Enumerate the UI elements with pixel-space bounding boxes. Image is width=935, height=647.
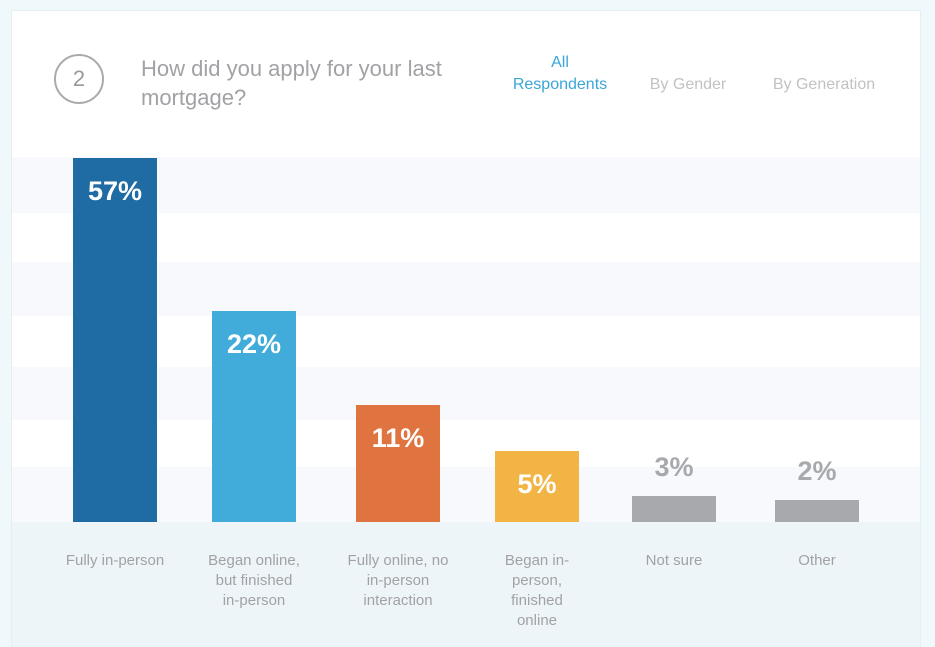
bar (212, 311, 296, 522)
category-label: Fully online, no in-person interaction (347, 552, 449, 609)
question-number-badge: 2 (54, 54, 104, 104)
data-label: 3% (654, 452, 694, 482)
tab-by-gender[interactable]: By Gender (649, 76, 727, 93)
bar (632, 496, 716, 522)
grid-band (12, 367, 920, 420)
tab-all-respondents[interactable]: All Respondents (512, 54, 608, 93)
category-label: Not sure (645, 552, 703, 569)
grid-band (12, 467, 920, 522)
grid-band (12, 262, 920, 316)
data-label: 2% (797, 456, 837, 486)
question-title: How did you apply for your last mortgage… (141, 56, 442, 110)
data-label: 11% (371, 423, 425, 453)
tab-by-generation[interactable]: By Generation (772, 76, 876, 93)
data-label: 22% (226, 329, 282, 359)
data-label: 5% (517, 469, 557, 499)
data-label: 57% (87, 176, 143, 206)
category-axis-area (12, 522, 920, 647)
grid-band (12, 157, 920, 213)
bar (775, 500, 859, 522)
category-label: Began in-person, finished online (504, 552, 570, 629)
category-label: Fully in-person (65, 552, 165, 569)
bar (356, 405, 440, 522)
bar (73, 158, 157, 522)
bar (495, 451, 579, 522)
category-label: Began online, but finished in-person (208, 552, 300, 609)
category-label: Other (798, 552, 836, 569)
plot-area (12, 157, 920, 522)
